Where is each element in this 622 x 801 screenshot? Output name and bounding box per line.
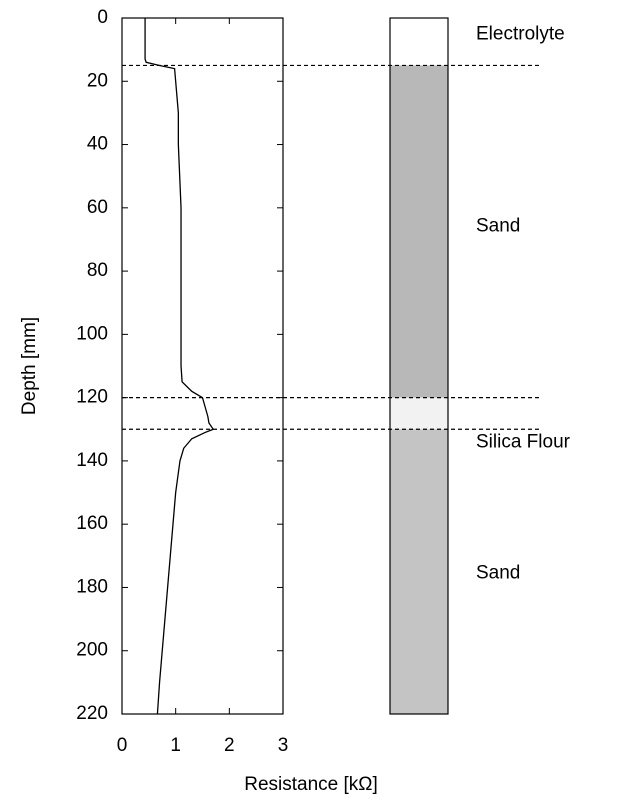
layer-band (390, 65, 448, 398)
layer-band (390, 429, 448, 714)
y-tick-label: 140 (76, 450, 108, 471)
x-tick-label: 1 (170, 735, 181, 756)
y-tick-label: 220 (76, 703, 108, 724)
y-axis-label: Depth [mm] (19, 317, 40, 415)
layer-label: Sand (476, 216, 520, 237)
layer-label: Electrolyte (476, 24, 565, 45)
y-tick-label: 160 (76, 513, 108, 534)
x-axis-label: Resistance [kΩ] (244, 774, 378, 795)
x-tick-label: 0 (117, 735, 128, 756)
layer-label: Sand (476, 563, 520, 584)
layer-band (390, 397, 448, 430)
y-tick-label: 0 (97, 7, 108, 28)
y-tick-label: 100 (76, 323, 108, 344)
y-tick-label: 40 (87, 134, 108, 155)
y-tick-label: 80 (87, 260, 108, 281)
column-frame (389, 17, 449, 715)
layer-band (390, 18, 448, 66)
x-tick-label: 2 (224, 735, 235, 756)
y-tick-label: 200 (76, 640, 108, 661)
layer-label: Silica Flour (476, 431, 571, 452)
y-tick-label: 180 (76, 576, 108, 597)
y-tick-label: 120 (76, 387, 108, 408)
y-tick-label: 20 (87, 70, 108, 91)
resistance-line (144, 18, 215, 715)
plot-frame (121, 17, 284, 715)
x-tick-label: 3 (278, 735, 289, 756)
y-tick-label: 60 (87, 197, 108, 218)
